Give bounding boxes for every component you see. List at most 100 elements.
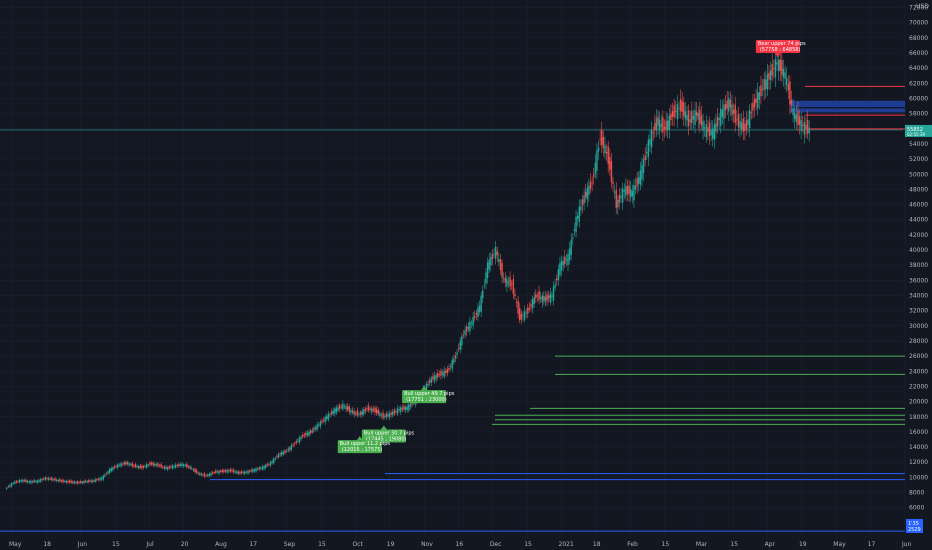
candle-body bbox=[395, 411, 397, 412]
candle-body bbox=[55, 479, 58, 482]
candle-body bbox=[544, 296, 547, 303]
candle-body bbox=[514, 293, 516, 297]
y-tick-label: 50000 bbox=[909, 171, 928, 178]
candle-body bbox=[252, 469, 254, 472]
candle-body bbox=[501, 263, 503, 278]
candle-body bbox=[731, 104, 733, 115]
candle-body bbox=[678, 107, 680, 109]
candle-body bbox=[38, 480, 40, 482]
candle-body bbox=[245, 472, 248, 473]
blue-level-band bbox=[790, 108, 905, 113]
candle-body bbox=[673, 105, 675, 118]
candle-body bbox=[139, 465, 141, 468]
last-price-tag: 55852 02:55:39 bbox=[905, 124, 932, 137]
candle-body bbox=[797, 111, 799, 125]
candle-body bbox=[80, 481, 82, 484]
candle-body bbox=[644, 155, 646, 160]
candle-body bbox=[356, 410, 359, 416]
candle-body bbox=[284, 450, 286, 453]
candle-body bbox=[618, 194, 621, 203]
candle-body bbox=[805, 124, 807, 130]
candle-body bbox=[760, 85, 762, 97]
candle-body bbox=[634, 185, 637, 190]
candle-body bbox=[610, 161, 613, 182]
candle-body bbox=[784, 72, 786, 79]
candle-body bbox=[350, 410, 352, 413]
candle-body bbox=[232, 469, 235, 473]
candle-body bbox=[451, 360, 453, 369]
candle-body bbox=[47, 477, 50, 480]
candle-body bbox=[564, 256, 566, 265]
candle-body bbox=[523, 310, 526, 320]
candle-body bbox=[491, 253, 494, 260]
candle-body bbox=[105, 473, 108, 475]
candle-body bbox=[691, 111, 693, 124]
time-axis[interactable]: May 18 Jun 15 Jul 20 Aug 17 Sep 15 Oct 19 Nov 16 Dec 15… bbox=[9, 541, 912, 548]
candle-body bbox=[663, 126, 666, 130]
candle-body bbox=[76, 481, 79, 484]
candle-body bbox=[84, 480, 87, 483]
candle-body bbox=[363, 409, 365, 415]
candle-body bbox=[146, 464, 148, 468]
candle-body bbox=[613, 191, 616, 193]
bar-countdown: 02:55:39 bbox=[907, 132, 925, 137]
candle-body bbox=[126, 462, 129, 465]
candle-body bbox=[692, 115, 695, 120]
candle-body bbox=[531, 299, 534, 309]
x-tick-label: 2021 bbox=[559, 541, 574, 548]
x-tick-label: 15 bbox=[524, 541, 532, 548]
candle-body bbox=[129, 464, 132, 466]
candle-body bbox=[142, 465, 145, 468]
candle-body bbox=[646, 151, 648, 154]
candle-body bbox=[530, 304, 532, 307]
candle-body bbox=[599, 139, 601, 141]
y-tick-label: 30000 bbox=[909, 323, 928, 330]
candle-body bbox=[298, 437, 301, 443]
y-tick-label: 68000 bbox=[909, 35, 928, 42]
x-tick-label: 18 bbox=[593, 541, 601, 548]
price-axis[interactable]: 6000 8000 10000 12000 14000 16000 18000 20000 22… bbox=[909, 5, 928, 512]
candle-body bbox=[358, 414, 360, 416]
candle-body bbox=[715, 123, 717, 133]
signal-arrow bbox=[380, 425, 387, 430]
candle-body bbox=[755, 98, 757, 103]
candle-body bbox=[359, 412, 362, 415]
candle-body bbox=[515, 301, 518, 303]
signal-arrow bbox=[356, 436, 363, 441]
candle-body bbox=[753, 99, 756, 108]
candle-body bbox=[150, 462, 153, 465]
candle-body bbox=[234, 471, 236, 473]
candle-body bbox=[728, 98, 730, 112]
candle-body bbox=[593, 174, 595, 178]
x-tick-label: 15 bbox=[662, 541, 670, 548]
candle-body bbox=[538, 291, 540, 301]
candle-body bbox=[408, 404, 410, 411]
candle-body bbox=[528, 307, 531, 310]
candle-body bbox=[499, 259, 502, 270]
signal-label-text: Bull upper 30.7 pips bbox=[364, 431, 415, 437]
candle-body bbox=[347, 406, 349, 410]
candle-body bbox=[586, 187, 588, 200]
candle-body bbox=[461, 336, 463, 346]
y-tick-label: 42000 bbox=[909, 232, 928, 239]
candle-body bbox=[504, 277, 506, 283]
candle-body bbox=[136, 466, 138, 468]
candle-body bbox=[313, 427, 315, 431]
candle-body bbox=[205, 475, 207, 477]
candle-body bbox=[375, 408, 378, 414]
candle-body bbox=[68, 480, 71, 483]
candle-body bbox=[477, 307, 479, 317]
candle-body bbox=[226, 469, 228, 473]
candle-body bbox=[440, 370, 442, 376]
candle-body bbox=[256, 468, 259, 470]
y-tick-label: 48000 bbox=[909, 186, 928, 193]
candle-body bbox=[798, 116, 801, 126]
candle-body bbox=[23, 480, 26, 482]
candle-body bbox=[273, 458, 275, 464]
candle-body bbox=[472, 316, 474, 326]
candle-body bbox=[665, 120, 667, 131]
candle-body bbox=[658, 119, 661, 131]
candle-body bbox=[46, 477, 48, 479]
candle-body bbox=[218, 470, 220, 474]
